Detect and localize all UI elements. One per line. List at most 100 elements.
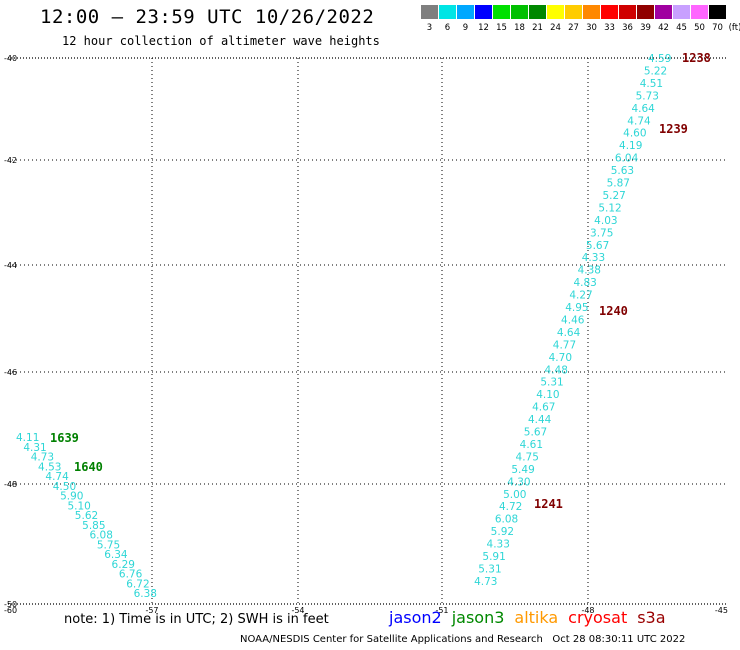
lon-label-4: -48	[581, 606, 594, 615]
east-track-value-30: 5.67	[524, 427, 547, 439]
east-track-value-26: 5.31	[540, 377, 563, 389]
east-track-value-39: 4.33	[487, 539, 510, 551]
east-track-value-20: 4.95	[565, 302, 588, 314]
lon-label-2: -54	[291, 606, 304, 615]
east-track-value-33: 5.49	[511, 464, 534, 476]
lat-label-5: -50	[4, 600, 17, 609]
legend-label-45: 45	[676, 23, 687, 33]
east-track-value-12: 5.12	[598, 202, 621, 214]
legend-label-33: 33	[604, 23, 615, 33]
credit-line: NOAA/NESDIS Center for Satellite Applica…	[240, 634, 686, 645]
satellite-jason3: jason3	[451, 608, 505, 627]
west-track-value-2: 4.73	[31, 452, 54, 464]
east-track-value-1: 5.22	[644, 65, 667, 77]
legend-swatch-42	[655, 5, 672, 19]
legend-swatch-33	[601, 5, 618, 19]
map-grid	[8, 58, 728, 604]
satellite-cryosat: cryosat	[568, 608, 628, 627]
lat-label-1: -42	[4, 156, 17, 165]
legend-swatch-18	[511, 5, 528, 19]
units-note: note: 1) Time is in UTC; 2) SWH is in fe…	[64, 612, 329, 627]
east-track-value-36: 4.72	[499, 501, 522, 513]
legend-swatch-9	[457, 5, 474, 19]
map-frame	[8, 57, 728, 605]
legend-swatch-15	[493, 5, 510, 19]
west-track-value-7: 5.10	[67, 500, 90, 512]
east-track-value-8: 6.04	[615, 153, 639, 165]
pass-label-1241: 1241	[534, 497, 563, 511]
pass-label-1240: 1240	[599, 304, 628, 318]
east-track-value-5: 4.74	[627, 115, 651, 127]
west-track-value-0: 4.11	[16, 432, 39, 444]
east-track-value-15: 5.67	[586, 240, 609, 252]
map-title: 12:00 – 23:59 UTC 10/26/2022	[40, 6, 375, 28]
east-track-value-27: 4.10	[536, 389, 559, 401]
legend-swatch-36	[619, 5, 636, 19]
legend-swatch-6	[439, 5, 456, 19]
west-track-value-10: 6.08	[90, 530, 113, 542]
east-track-value-28: 4.67	[532, 402, 555, 414]
legend-label-39: 39	[640, 23, 651, 33]
east-track-value-13: 4.03	[594, 215, 617, 227]
east-track-value-11: 5.27	[602, 190, 625, 202]
west-track-value-11: 5.75	[97, 539, 120, 551]
lat-label-2: -44	[4, 261, 17, 270]
longitude-labels: -60 -57 -54 -51 -48 -45	[4, 606, 728, 615]
east-track-value-3: 5.73	[636, 90, 659, 102]
east-track-value-35: 5.00	[503, 489, 526, 501]
east-track-value-34: 4.30	[507, 476, 530, 488]
legend-swatch-70	[709, 5, 726, 19]
east-track-value-42: 4.73	[474, 576, 497, 588]
legend-label-3: 3	[426, 23, 433, 33]
east-track-value-31: 4.61	[520, 439, 543, 451]
legend-label-9: 9	[462, 23, 469, 33]
legend-label-30: 30	[586, 23, 597, 33]
satellite-jason2: jason2	[389, 608, 442, 627]
east-track-value-23: 4.77	[553, 339, 576, 351]
east-track-value-4: 4.64	[631, 103, 655, 115]
east-track-value-24: 4.70	[549, 352, 572, 364]
latitude-labels: -40 -42 -44 -46 -48 -50	[4, 54, 17, 609]
east-track-value-29: 4.44	[528, 414, 552, 426]
east-track-value-2: 4.51	[640, 78, 663, 90]
legend-label-27: 27	[568, 23, 579, 33]
satellite-altika: altika	[514, 608, 559, 627]
west-track-value-15: 6.72	[126, 578, 149, 590]
west-track-value-13: 6.29	[112, 559, 135, 571]
legend-label-6: 6	[444, 23, 451, 33]
east-track-value-16: 4.33	[582, 252, 605, 264]
legend-unit: (ft)	[728, 23, 740, 33]
east-track-value-17: 4.38	[578, 265, 601, 277]
legend-swatch-12	[475, 5, 492, 19]
legend-swatch-21	[529, 5, 546, 19]
legend-label-15: 15	[496, 23, 507, 33]
legend-label-36: 36	[622, 23, 633, 33]
satellite-legend: jason2 jason3 altika cryosat s3a	[389, 608, 676, 627]
lon-label-3: -51	[435, 606, 448, 615]
west-track-value-8: 5.62	[75, 510, 98, 522]
legend-swatch-39	[637, 5, 654, 19]
legend-swatch-45	[673, 5, 690, 19]
east-track-value-9: 5.63	[611, 165, 634, 177]
legend-label-42: 42	[658, 23, 669, 33]
west-track-value-4: 4.74	[45, 471, 69, 483]
west-track-value-16: 6.38	[134, 588, 157, 600]
east-track-value-21: 4.46	[561, 314, 585, 326]
west-track-value-6: 5.90	[60, 491, 83, 503]
lon-label-5: -45	[715, 606, 728, 615]
west-track-value-12: 6.34	[104, 549, 128, 561]
west-track-value-3: 4.53	[38, 461, 61, 473]
legend-label-24: 24	[550, 23, 561, 33]
pass-label-1640: 1640	[74, 460, 103, 474]
east-track-value-19: 4.27	[569, 290, 592, 302]
east-track-value-18: 4.83	[573, 277, 596, 289]
legend-label-21: 21	[532, 23, 543, 33]
lat-label-3: -46	[4, 368, 17, 377]
east-track-value-10: 5.87	[607, 178, 630, 190]
legend-label-50: 50	[694, 23, 705, 33]
lon-label-0: -60	[4, 606, 17, 615]
lon-label-1: -57	[145, 606, 158, 615]
east-track-value-32: 4.75	[516, 451, 539, 463]
east-track-value-41: 5.31	[478, 563, 501, 575]
